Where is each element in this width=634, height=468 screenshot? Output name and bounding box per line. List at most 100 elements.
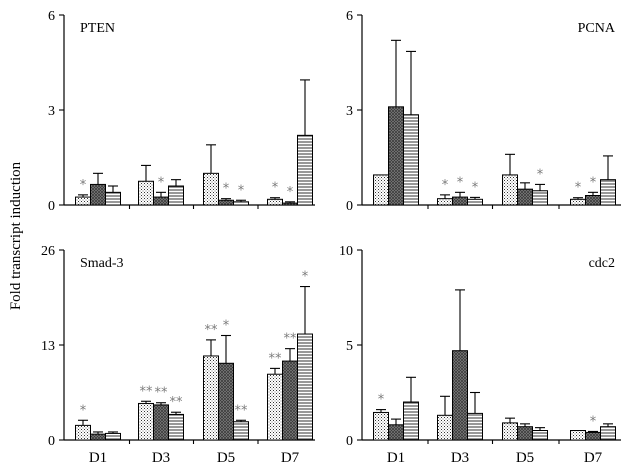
bar-d1-series-3 [105,432,121,441]
significance-marker: * [537,167,544,182]
bar-d1-series-1 [75,424,91,441]
x-tick-label: D5 [516,450,534,466]
significance-marker: ** [170,395,184,410]
significance-marker: * [457,175,464,190]
bar-d3-series-1 [138,402,154,441]
bar-d3-series-1 [437,414,453,441]
significance-marker: * [238,183,245,198]
bar-d3-series-2 [153,196,169,206]
x-tick-label: D3 [152,450,170,466]
significance-marker: * [590,175,597,190]
bar-d1-series-1 [75,196,91,206]
bar-d1-series-1 [373,174,389,206]
bar-d5-series-2 [517,188,533,206]
y-tick-label: 0 [346,199,353,214]
bar-d5-series-2 [218,362,234,441]
bar-d5-series-3 [532,190,548,206]
bar-d3-series-3 [168,185,184,206]
panel-title: PCNA [578,21,616,36]
bar-d7-series-3 [600,179,616,206]
bar-d3-series-3 [467,412,483,441]
bar-d7-series-2 [585,431,601,441]
panel-pten: 0 3 6 PTEN * * * * * * [48,9,315,214]
significance-marker: * [272,181,279,196]
bar-d7-series-1 [570,430,586,441]
y-tick-label: 6 [48,9,55,24]
significance-marker: * [378,393,385,408]
bar-d7-series-1 [570,198,586,206]
bar-d1-series-3 [403,401,419,441]
bar-d7-series-2 [282,202,298,206]
y-tick-label: 6 [346,9,353,24]
panel-cdc2: 0 5 10 cdc2 * * D1 D3 D5 D7 [339,244,621,466]
significance-marker: ** [205,323,219,338]
x-tick-label: D5 [217,450,235,466]
significance-marker: ** [155,386,169,401]
significance-marker: * [472,180,479,195]
y-tick-label: 0 [48,199,55,214]
x-tick-label: D7 [281,450,300,466]
significance-marker: * [223,319,230,334]
bar-d3-series-1 [437,198,453,206]
bar-d3-series-3 [168,413,184,441]
bar-d5-series-1 [502,174,518,206]
y-tick-label: 13 [41,339,55,354]
bar-d1-series-3 [403,114,419,206]
bar-d3-series-2 [452,350,468,441]
bar-d1-series-2 [388,106,404,206]
panel-title: Smad-3 [80,256,124,271]
bar-d7-series-1 [267,198,283,206]
bar-d3-series-2 [452,196,468,206]
bar-d1-series-3 [105,191,121,206]
y-tick-label: 3 [346,104,353,119]
bar-d3-series-3 [467,198,483,206]
panel-title: PTEN [80,21,115,36]
y-tick-label: 0 [346,434,353,449]
y-tick-label: 10 [339,244,353,259]
x-tick-label: D1 [89,450,107,466]
bar-d1-series-2 [90,433,106,441]
bar-d7-series-3 [297,134,313,206]
bar-d7-series-3 [600,426,616,441]
significance-marker: ** [284,332,298,347]
significance-marker: ** [235,403,249,418]
significance-marker: * [302,270,309,285]
significance-marker: * [287,185,294,200]
x-tick-label: D7 [584,450,603,466]
bar-d5-series-1 [502,422,518,441]
bar-d7-series-2 [282,360,298,441]
bar-d5-series-2 [517,426,533,441]
x-tick-label: D1 [387,450,405,466]
bar-d1-series-2 [90,183,106,206]
bar-d5-series-3 [233,201,249,206]
bar-d5-series-3 [233,421,249,441]
bar-d7-series-2 [585,195,601,206]
significance-marker: * [80,403,87,418]
bar-d7-series-1 [267,373,283,441]
bar-d7-series-3 [297,333,313,441]
y-tick-label: 5 [346,339,353,354]
bar-d1-series-1 [373,411,389,441]
significance-marker: * [158,175,165,190]
y-tick-label: 0 [48,434,55,449]
significance-marker: ** [140,384,154,399]
significance-marker: * [223,182,230,197]
x-tick-label: D3 [451,450,469,466]
bar-d5-series-1 [203,355,219,441]
bar-d3-series-1 [138,180,154,206]
significance-marker: * [442,178,449,193]
significance-marker: * [590,414,597,429]
panel-title: cdc2 [589,256,615,271]
bar-d5-series-1 [203,172,219,206]
bar-d3-series-2 [153,404,169,441]
bar-d1-series-2 [388,424,404,441]
bar-d5-series-3 [532,430,548,441]
significance-marker: ** [269,351,283,366]
significance-marker: * [80,178,87,193]
significance-marker: * [575,181,582,196]
bar-d5-series-2 [218,199,234,206]
y-tick-label: 26 [41,244,55,259]
panel-pcna: 0 3 6 PCNA * * * * * * [346,9,621,214]
